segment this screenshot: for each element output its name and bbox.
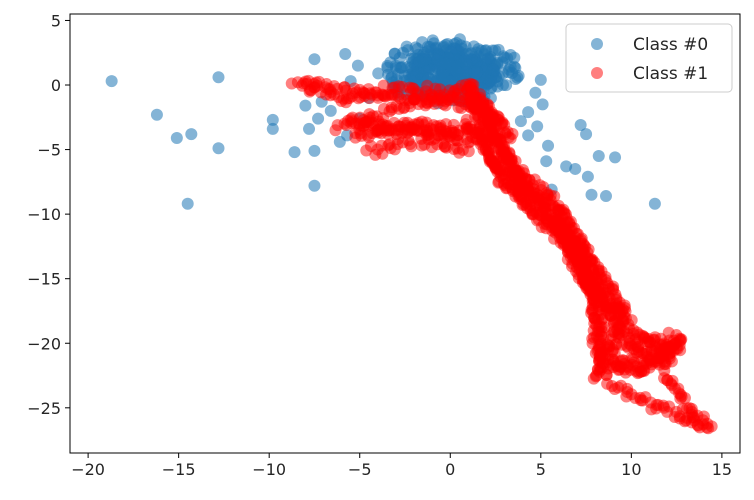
y-tick-label: −15 [27,270,61,289]
data-point-class-0 [569,162,582,175]
data-point-class-1 [464,92,477,105]
data-point-class-0 [431,53,444,66]
y-tick-label: 0 [51,76,61,95]
data-point-class-0 [212,71,225,84]
data-point-class-0 [600,190,612,203]
y-tick-label: −5 [37,141,61,160]
data-point-class-0 [312,112,325,125]
series-class-1 [285,74,718,435]
data-point-class-0 [648,197,661,210]
data-point-class-0 [372,67,385,80]
data-point-class-0 [492,43,505,56]
data-point-class-0 [522,129,535,142]
data-point-class-1 [405,140,418,153]
data-point-class-0 [308,53,321,66]
legend-label: Class #1 [633,64,708,84]
data-point-class-0 [540,155,553,168]
data-point-class-0 [170,131,183,144]
data-point-class-0 [459,40,472,53]
data-point-class-0 [470,65,483,78]
data-point-class-0 [479,53,492,66]
legend-label: Class #0 [633,35,708,55]
series-class-0 [105,33,661,210]
data-point-class-0 [339,48,352,61]
data-point-class-0 [581,170,594,183]
x-tick-label: 15 [712,460,732,479]
data-point-class-0 [509,61,522,74]
data-point-class-0 [585,188,598,201]
y-tick-label: 5 [51,11,61,30]
plot-area [105,33,718,435]
data-point-class-1 [493,163,506,176]
data-point-class-0 [288,146,301,159]
data-point-class-0 [105,75,118,88]
legend: Class #0 Class #1 [565,23,733,93]
data-point-class-1 [600,368,613,381]
y-tick-label: −20 [27,334,61,353]
data-point-class-1 [572,258,585,271]
data-point-class-0 [472,43,485,56]
data-point-class-0 [308,144,321,157]
data-point-class-1 [619,305,632,318]
data-point-class-1 [331,119,344,132]
data-point-class-0 [395,61,408,74]
x-tick-label: −20 [71,460,105,479]
data-point-class-0 [496,56,509,69]
data-point-class-1 [462,145,475,158]
data-point-class-0 [542,139,555,152]
data-point-class-0 [534,73,547,86]
x-tick-label: −5 [348,460,372,479]
legend-marker [591,67,603,79]
data-point-class-0 [181,197,194,210]
data-point-class-0 [397,46,410,59]
x-tick-label: −10 [252,460,286,479]
data-point-class-0 [574,119,587,132]
data-point-class-0 [592,150,605,163]
legend-box [565,23,733,93]
data-point-class-0 [421,40,434,53]
x-tick-label: −15 [162,460,196,479]
data-point-class-0 [522,106,535,119]
x-tick-label: 5 [536,460,546,479]
x-tick-label: 0 [445,460,455,479]
y-tick-label: −25 [27,399,61,418]
data-point-class-1 [535,221,548,234]
data-point-class-0 [536,98,549,111]
data-point-class-1 [590,369,603,382]
data-point-class-1 [354,111,367,124]
data-point-class-1 [675,390,688,403]
data-point-class-1 [670,329,683,342]
axes-frame [69,13,741,454]
data-point-class-0 [351,59,364,72]
data-point-class-0 [299,99,312,112]
x-tick-label: 10 [621,460,641,479]
legend-marker [591,38,603,50]
data-point-class-0 [609,151,622,164]
data-point-class-0 [212,142,225,155]
data-point-class-0 [303,122,316,135]
data-point-class-1 [338,81,351,94]
axes-layer: −20 −15 −10 −5 0 5 10 15 5 0 −5 −10 −15 −20 −25 [27,11,741,479]
data-point-class-1 [702,422,715,435]
data-point-class-0 [308,179,321,192]
data-point-class-0 [324,104,337,117]
data-point-class-1 [665,379,678,392]
data-point-class-0 [266,113,279,126]
data-point-class-1 [410,93,423,106]
data-point-class-0 [150,108,163,121]
data-point-class-0 [511,71,524,84]
data-point-class-0 [560,160,573,173]
y-tick-label: −10 [27,205,61,224]
data-point-class-0 [580,128,593,141]
data-point-class-0 [413,55,426,68]
data-point-class-0 [491,75,504,88]
data-point-class-0 [449,64,462,77]
data-point-class-0 [185,128,198,141]
data-point-class-0 [514,115,527,128]
data-point-class-0 [266,122,279,135]
data-point-class-0 [529,86,542,99]
data-point-class-0 [531,120,544,133]
